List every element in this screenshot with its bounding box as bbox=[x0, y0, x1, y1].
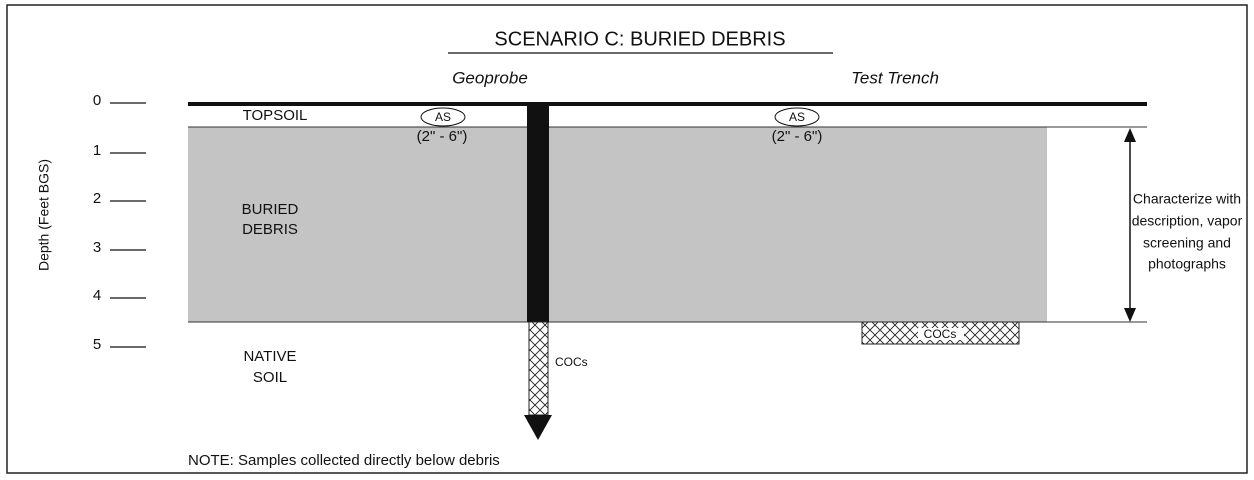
layer-label: NATIVE bbox=[243, 348, 296, 365]
depth-label: 4 bbox=[93, 287, 101, 304]
coc-label: COCs bbox=[924, 327, 957, 341]
title: SCENARIO C: BURIED DEBRIS bbox=[494, 28, 785, 50]
coc-label-bg bbox=[918, 328, 964, 340]
arrowhead bbox=[1124, 308, 1136, 322]
sample-ellipse bbox=[420, 107, 466, 127]
depth-label: 0 bbox=[93, 92, 101, 109]
depth-label: 5 bbox=[93, 336, 101, 353]
sample-range: (2" - 6") bbox=[772, 128, 823, 145]
column-label: Test Trench bbox=[851, 68, 939, 87]
note-text: photographs bbox=[1148, 256, 1226, 272]
column-label: Geoprobe bbox=[452, 68, 528, 87]
depth-label: 2 bbox=[93, 190, 101, 207]
sample-range: (2" - 6") bbox=[417, 128, 468, 145]
sample-ellipse bbox=[774, 107, 820, 127]
depth-label: 1 bbox=[93, 142, 101, 159]
sample-tag: AS bbox=[789, 110, 805, 124]
note-text: screening and bbox=[1143, 235, 1231, 251]
probe-arrow bbox=[524, 415, 552, 440]
sample-tag: AS bbox=[435, 110, 451, 124]
layer-label: BURIED bbox=[242, 201, 299, 218]
depth-ticks: 0 1 2 3 4 5 bbox=[93, 92, 146, 353]
footnote: NOTE: Samples collected directly below d… bbox=[188, 452, 500, 469]
layer-label: SOIL bbox=[253, 369, 287, 386]
note-text: description, vapor bbox=[1132, 213, 1243, 229]
depth-label: 3 bbox=[93, 239, 101, 256]
debris-layer bbox=[188, 127, 1047, 322]
axis-label: Depth (Feet BGS) bbox=[36, 159, 52, 271]
coc-label: COCs bbox=[555, 355, 588, 369]
note-text: Characterize with bbox=[1133, 191, 1241, 207]
frame bbox=[6, 4, 1248, 474]
coc-zone bbox=[528, 321, 549, 416]
layer-label: DEBRIS bbox=[242, 221, 298, 238]
layer-label: TOPSOIL bbox=[243, 107, 308, 124]
geoprobe-rod bbox=[527, 104, 549, 322]
arrowhead bbox=[1124, 128, 1136, 142]
